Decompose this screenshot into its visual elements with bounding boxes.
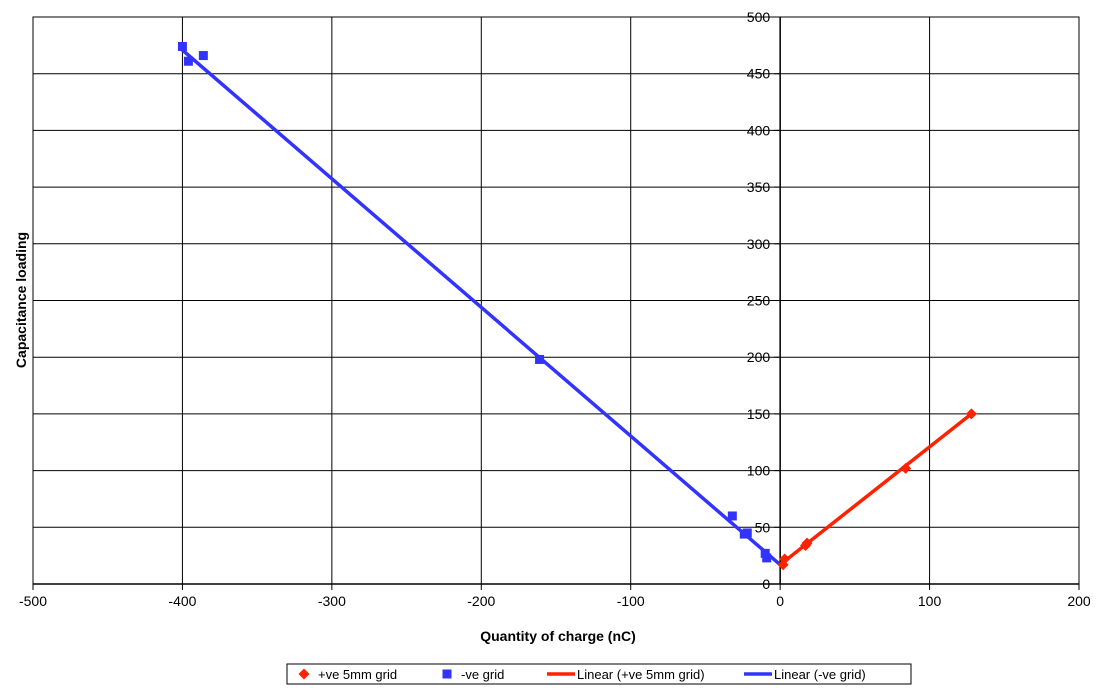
tick-labels: -500 -400 -300 -200 -100 0 100 200 0 50 100 150 200 2… — [19, 9, 1091, 609]
legend-label: -ve grid — [461, 667, 504, 682]
x-axis-title: Quantity of charge (nC) — [480, 628, 636, 644]
y-tick-label: 200 — [747, 349, 771, 365]
data-point — [183, 56, 193, 66]
y-tick-label: 500 — [747, 9, 771, 25]
y-tick-label: 400 — [747, 122, 771, 138]
legend-label: Linear (+ve 5mm grid) — [577, 667, 705, 682]
data-point — [760, 548, 770, 558]
data-point — [801, 537, 813, 549]
y-tick-label: 150 — [747, 406, 771, 422]
data-point — [177, 41, 187, 51]
trend-line — [179, 47, 782, 567]
legend-label: Linear (-ve grid) — [774, 667, 866, 682]
y-axis-title: Capacitance loading — [13, 232, 29, 368]
data-point — [779, 553, 791, 565]
data-point — [727, 511, 737, 521]
series — [177, 41, 977, 571]
y-tick-label: 450 — [747, 66, 771, 82]
legend-label: +ve 5mm grid — [318, 667, 397, 682]
legend: +ve 5mm grid -ve grid Linear (+ve 5mm grid… — [286, 663, 912, 685]
x-tick-label: -100 — [617, 593, 645, 609]
x-tick-label: -400 — [168, 593, 196, 609]
legend-box — [286, 663, 912, 685]
x-tick-label: -500 — [19, 593, 47, 609]
trend-line — [779, 412, 973, 567]
grid — [32, 16, 1080, 585]
legend-swatch — [298, 668, 310, 680]
x-tick-label: 0 — [776, 593, 784, 609]
data-point — [535, 354, 545, 364]
y-tick-label: 250 — [747, 293, 771, 309]
data-point — [900, 462, 912, 474]
y-tick-label: 0 — [762, 576, 770, 592]
y-tick-label: 350 — [747, 179, 771, 195]
x-tick-label: -300 — [318, 593, 346, 609]
data-point — [762, 553, 772, 563]
x-tick-label: 100 — [918, 593, 942, 609]
data-point — [198, 51, 208, 61]
y-tick-label: 300 — [747, 236, 771, 252]
axes — [32, 16, 1080, 590]
y-tick-label: 100 — [747, 463, 771, 479]
data-point — [965, 408, 977, 420]
x-tick-label: -200 — [467, 593, 495, 609]
y-tick-label: 50 — [755, 519, 771, 535]
x-tick-label: 200 — [1067, 593, 1091, 609]
data-point — [742, 528, 752, 538]
legend-swatch — [442, 669, 452, 679]
